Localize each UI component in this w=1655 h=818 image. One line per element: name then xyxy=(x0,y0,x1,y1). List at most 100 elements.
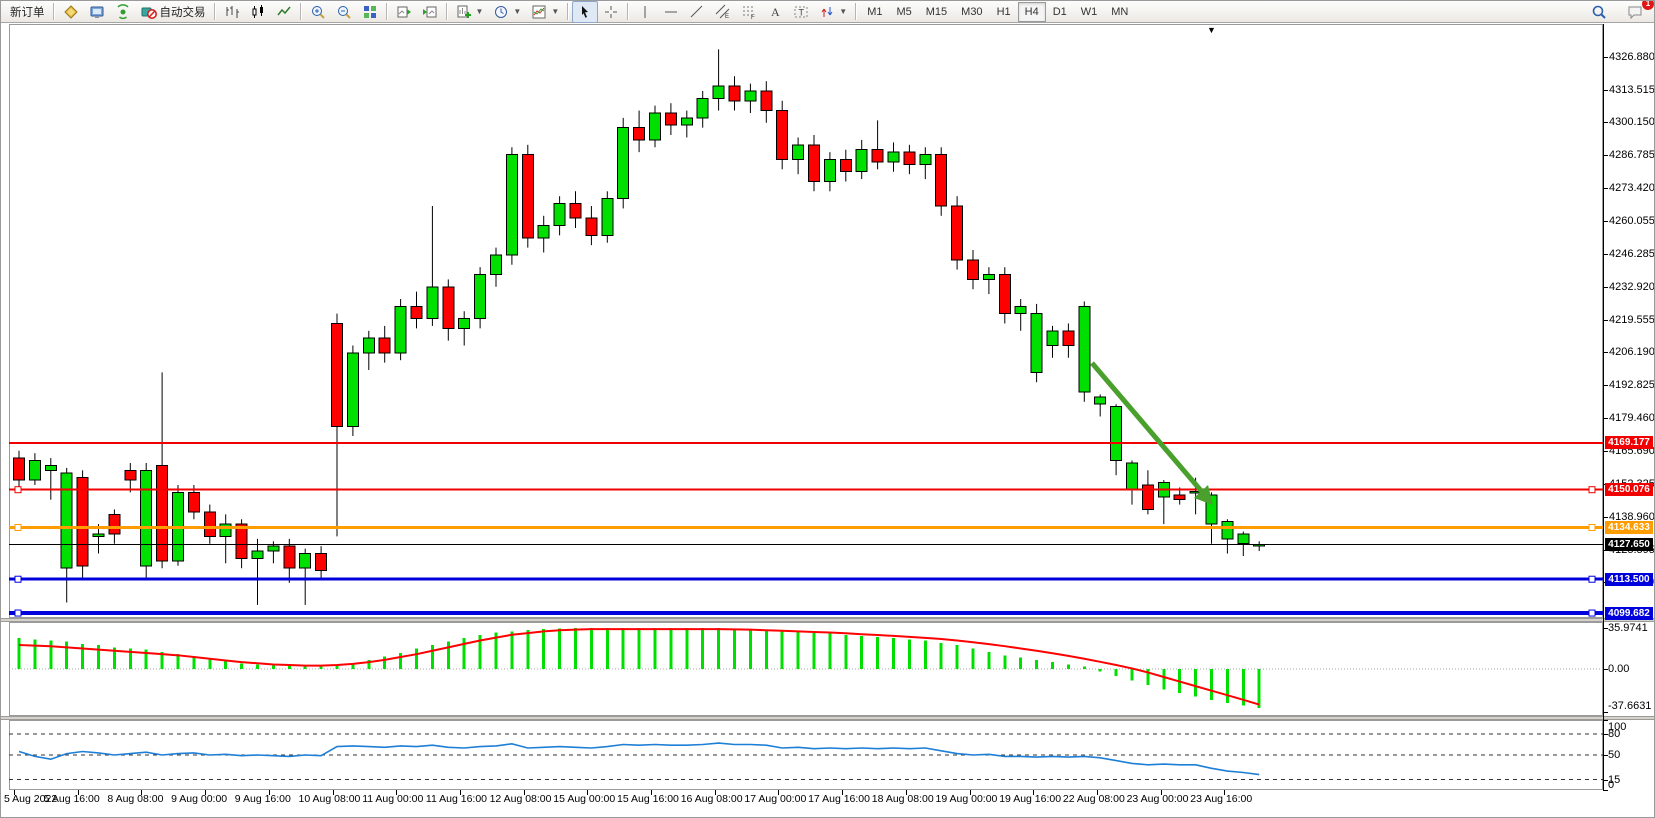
svg-text:A: A xyxy=(771,5,780,19)
candle xyxy=(394,298,407,361)
text-label-button[interactable]: T xyxy=(788,1,814,23)
tile-windows-button[interactable] xyxy=(357,1,383,23)
line-handle[interactable] xyxy=(14,524,22,532)
autotrading-button-label: 自动交易 xyxy=(159,6,206,19)
dropdown-arrow-icon: ▼ xyxy=(839,7,848,16)
rsi-scale-label: 0 xyxy=(1608,779,1615,791)
price-axis-tick-label: 4206.190 xyxy=(1609,346,1655,359)
line-handle[interactable] xyxy=(14,575,22,583)
candle xyxy=(935,147,948,216)
line-handle[interactable] xyxy=(14,486,22,494)
candle xyxy=(776,100,789,170)
signals-button[interactable] xyxy=(110,1,136,23)
candle xyxy=(92,524,105,554)
candle xyxy=(283,538,296,583)
timeframe-button-mn[interactable]: MN xyxy=(1111,5,1129,18)
candlestick-chart-button[interactable] xyxy=(245,1,271,23)
price-label-4150.076: 4150.076 xyxy=(1605,483,1653,497)
periods-button[interactable]: ▼ xyxy=(488,1,526,23)
timeframe-button-m1[interactable]: M1 xyxy=(867,5,883,18)
tiles-icon xyxy=(362,4,378,20)
rsi-scale-tick xyxy=(1603,790,1608,791)
chart-shift-button[interactable] xyxy=(417,1,443,23)
timeframe-button-m5[interactable]: M5 xyxy=(896,5,912,18)
fibonacci-button[interactable]: F xyxy=(736,1,762,23)
cursor-button[interactable] xyxy=(572,1,599,23)
time-axis-tick xyxy=(459,790,461,795)
candle xyxy=(951,196,964,270)
panel-splitter[interactable] xyxy=(1,618,1654,622)
candle xyxy=(887,142,900,172)
rsi-panel[interactable] xyxy=(9,720,1603,790)
panel-splitter[interactable] xyxy=(1,716,1654,720)
price-label-4113.500: 4113.500 xyxy=(1605,572,1653,586)
line-handle[interactable] xyxy=(1588,486,1596,494)
zoom-out-button[interactable] xyxy=(331,1,357,23)
time-axis-label: 15 Aug 00:00 xyxy=(553,793,616,805)
line-handle[interactable] xyxy=(14,609,22,617)
trend-arrow-annotation[interactable] xyxy=(1090,361,1213,505)
price-axis-tick xyxy=(1603,516,1608,518)
toolbar-separator xyxy=(855,3,858,20)
macd-panel[interactable] xyxy=(9,622,1603,716)
line-handle[interactable] xyxy=(1588,609,1596,617)
auto-scroll-button[interactable] xyxy=(391,1,417,23)
candle xyxy=(124,462,137,493)
vertical-line-button[interactable] xyxy=(632,1,658,23)
horizontal-line-button[interactable] xyxy=(658,1,684,23)
candle xyxy=(760,81,773,123)
chart-shift-marker-icon[interactable]: ▼ xyxy=(1207,25,1216,35)
timeframe-button-w1[interactable]: W1 xyxy=(1080,5,1098,18)
search-button[interactable] xyxy=(1586,1,1612,23)
timeframe-button-m15[interactable]: M15 xyxy=(925,5,948,18)
line-handle[interactable] xyxy=(1588,575,1596,583)
candle xyxy=(1094,394,1107,417)
market-watch-button[interactable] xyxy=(58,1,84,23)
line-handle[interactable] xyxy=(1588,524,1596,532)
channel-icon: E xyxy=(715,4,731,20)
candle xyxy=(44,458,57,500)
time-axis-label: 22 Aug 08:00 xyxy=(1062,793,1125,805)
timeframe-button-m30[interactable]: M30 xyxy=(961,5,983,18)
time-axis-tick xyxy=(1160,790,1162,795)
price-axis-tick-label: 4260.055 xyxy=(1609,214,1655,227)
price-axis-tick-label: 4300.150 xyxy=(1609,116,1655,129)
terminal-button[interactable] xyxy=(84,1,110,23)
channel-button[interactable]: E xyxy=(710,1,736,23)
time-axis-label: 19 Aug 16:00 xyxy=(999,793,1062,805)
time-axis-tick xyxy=(332,790,334,795)
text-button[interactable]: A xyxy=(762,1,788,23)
arrows-button[interactable]: ▼ xyxy=(814,1,852,23)
terminal-icon xyxy=(89,4,105,20)
timeframe-button-d1[interactable]: D1 xyxy=(1052,5,1067,18)
price-axis-tick xyxy=(1603,352,1608,354)
candle xyxy=(744,83,757,113)
candle xyxy=(792,137,805,175)
candle xyxy=(505,147,518,265)
crosshair-button[interactable] xyxy=(598,1,624,23)
chat-button[interactable]: 1 xyxy=(1622,1,1654,23)
candle xyxy=(426,205,439,326)
price-axis-border xyxy=(1603,24,1604,790)
candle xyxy=(1078,301,1091,402)
time-axis-label: 8 Aug 08:00 xyxy=(107,793,164,805)
zoom-in-button[interactable] xyxy=(305,1,331,23)
candle xyxy=(1046,325,1059,358)
timeframe-button-h4[interactable]: H4 xyxy=(1017,1,1046,22)
line-chart-button[interactable] xyxy=(271,1,297,23)
trendline-button[interactable] xyxy=(684,1,710,23)
notification-badge: 1 xyxy=(1642,1,1654,10)
new-chart-button[interactable]: ▼ xyxy=(451,1,489,23)
time-axis-tick xyxy=(268,790,270,795)
bar-chart-button[interactable] xyxy=(219,1,245,23)
candle xyxy=(1141,470,1154,515)
autotrading-button[interactable]: 自动交易 xyxy=(136,1,211,23)
rsi-line xyxy=(18,742,1260,776)
main-chart-plot[interactable] xyxy=(9,24,1603,618)
candle xyxy=(378,325,391,363)
templates-button[interactable]: ▼ xyxy=(526,1,564,23)
new-order-button[interactable]: 新订单 xyxy=(5,1,50,23)
timeframe-button-h1[interactable]: H1 xyxy=(996,5,1011,18)
time-axis-label: 5 Aug 16:00 xyxy=(43,793,100,805)
svg-text:F: F xyxy=(751,15,755,20)
